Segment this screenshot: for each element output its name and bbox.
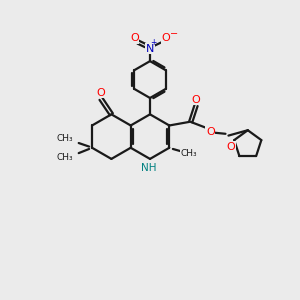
Text: N: N [146,44,154,54]
Text: O: O [97,88,105,98]
Text: NH: NH [141,164,156,173]
Text: −: − [170,29,178,39]
Text: O: O [192,94,200,105]
Text: O: O [161,33,170,43]
Text: O: O [226,142,235,152]
Text: CH₃: CH₃ [57,153,74,162]
Text: O: O [130,33,139,43]
Text: +: + [150,38,157,47]
Text: CH₃: CH₃ [57,134,74,143]
Text: O: O [206,127,215,137]
Text: CH₃: CH₃ [181,148,197,158]
